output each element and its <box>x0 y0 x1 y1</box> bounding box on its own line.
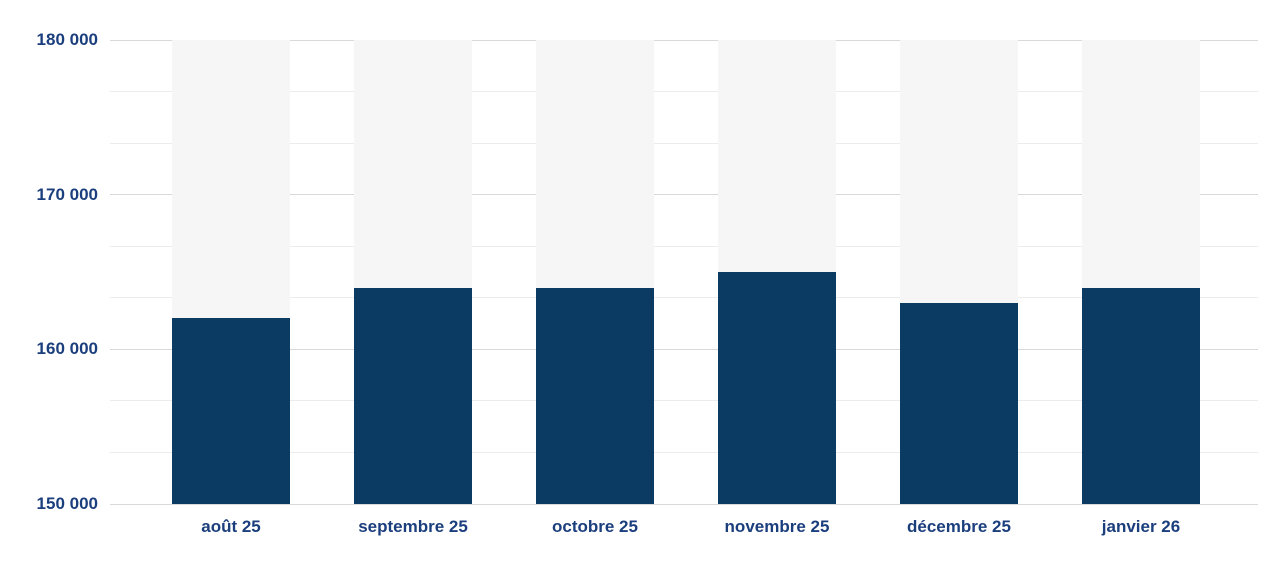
bar[interactable] <box>718 272 836 504</box>
minor-gridline <box>110 91 1258 93</box>
minor-gridline <box>110 451 1258 453</box>
bar[interactable] <box>354 287 472 504</box>
y-axis-tick-label: 170 000 <box>36 184 98 204</box>
y-axis-tick-label: 180 000 <box>36 30 98 49</box>
major-gridline <box>110 39 1258 41</box>
bar[interactable] <box>172 318 290 504</box>
minor-gridline <box>110 297 1258 299</box>
x-axis-category-label: août 25 <box>201 517 261 536</box>
bar[interactable] <box>536 287 654 504</box>
bar[interactable] <box>1082 287 1200 504</box>
x-axis-category-label: septembre 25 <box>358 517 468 536</box>
x-axis-category-label: janvier 26 <box>1101 517 1181 536</box>
minor-gridline <box>110 400 1258 402</box>
bar[interactable] <box>900 302 1018 504</box>
minor-gridline <box>110 142 1258 144</box>
major-gridline <box>110 503 1258 505</box>
x-axis-category-label: novembre 25 <box>724 517 830 536</box>
y-axis-tick-label: 150 000 <box>36 494 98 513</box>
plot-area: août 25 septembre 25 octobre 25 novembre 25… <box>110 39 1258 536</box>
major-gridline <box>110 194 1258 196</box>
major-gridline <box>110 348 1258 350</box>
x-axis-category-label: décembre 25 <box>907 517 1011 536</box>
x-axis-category-label: octobre 25 <box>552 517 638 536</box>
minor-gridline <box>110 245 1258 247</box>
y-axis-tick-label: 160 000 <box>36 339 98 359</box>
